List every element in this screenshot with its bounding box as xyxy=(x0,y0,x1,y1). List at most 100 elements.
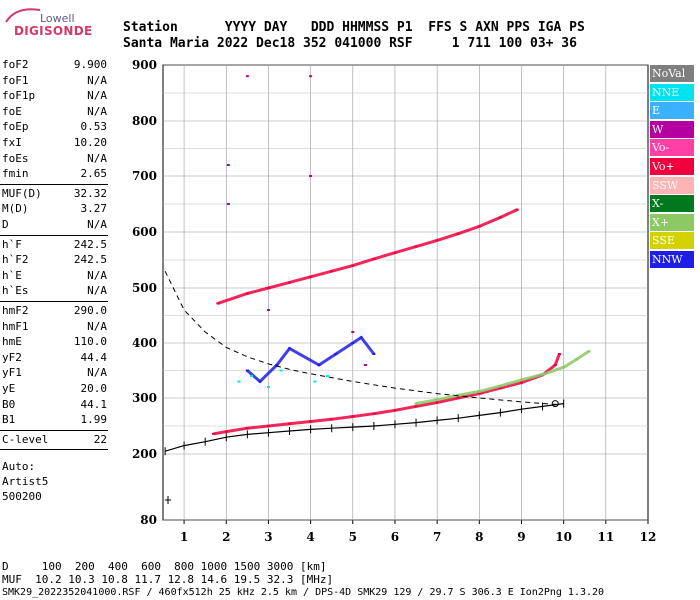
x-tick-label: 5 xyxy=(349,530,357,544)
param-value: N/A xyxy=(87,104,107,118)
logo-digisonde-text: DIGISONDE xyxy=(14,24,93,38)
y-tick-label: 80 xyxy=(140,513,157,527)
footer-muf-row: MUF 10.2 10.3 10.8 11.7 12.8 14.6 19.5 3… xyxy=(2,573,334,586)
data-point-vo- xyxy=(557,353,561,355)
param-value: 10.20 xyxy=(73,136,107,149)
data-point-nne xyxy=(325,375,329,377)
x-tick-label: 3 xyxy=(264,530,272,544)
param-label: yF1 xyxy=(2,366,22,380)
param-label: yE xyxy=(2,382,16,395)
data-point-w xyxy=(309,175,313,177)
param-label: h`F2 xyxy=(2,253,29,267)
header-line-2: Santa Maria 2022 Dec18 352 041000 RSF 1 … xyxy=(123,36,577,51)
param-label: MUF(D) xyxy=(2,186,42,200)
footer-distance-row: D 100 200 400 600 800 1000 1500 3000 [km… xyxy=(2,560,327,573)
digisonde-logo-swoosh xyxy=(5,8,41,23)
x-tick-label: 10 xyxy=(555,530,572,544)
param-value: 110.0 xyxy=(73,335,107,349)
param-label: D xyxy=(2,218,9,231)
param-label: foF1p xyxy=(2,89,36,103)
legend-item-vo-: Vo+ xyxy=(650,158,694,175)
y-tick-label: 400 xyxy=(132,336,157,350)
param-value: 2.65 xyxy=(80,167,108,181)
echo-trace xyxy=(213,353,561,436)
param-label: M(D) xyxy=(2,202,29,216)
legend-item-w: W xyxy=(650,120,694,138)
data-point-nne xyxy=(279,369,283,372)
param-value: N/A xyxy=(87,319,107,333)
param-value: N/A xyxy=(87,218,107,231)
header-line-1: Station YYYY DAY DDD HHMMSS P1 FFS S AXN… xyxy=(123,20,585,35)
plot-frame xyxy=(162,64,649,521)
data-point-w xyxy=(245,75,249,78)
param-label: B0 xyxy=(2,397,16,411)
data-point-nne xyxy=(237,380,241,383)
param-label: C-level xyxy=(2,432,49,446)
data-point-w xyxy=(351,331,355,333)
param-value: 3.27 xyxy=(80,202,108,216)
param-value: 290.0 xyxy=(73,304,107,317)
data-point-w xyxy=(309,75,313,78)
param-label: foF2 xyxy=(2,58,29,71)
x-tick-label: 4 xyxy=(306,530,314,544)
param-label: h`F xyxy=(2,237,22,251)
param-label: foF1 xyxy=(2,73,29,87)
data-point-w xyxy=(226,203,230,205)
autoscale-line3: 500200 xyxy=(2,490,42,504)
autoscale-line2: Artist5 xyxy=(2,475,49,489)
legend-item-ssw: SSW xyxy=(650,176,694,194)
legend-item-nnw: NNW xyxy=(650,251,694,268)
autoscale-line1: Auto: xyxy=(2,460,36,474)
x-tick-label: 1 xyxy=(180,530,188,544)
param-value: 32.32 xyxy=(73,186,107,200)
param-label: B1 xyxy=(2,413,16,427)
param-label: yF2 xyxy=(2,350,22,364)
param-value: 0.53 xyxy=(80,120,108,134)
panel-divider xyxy=(0,449,108,451)
y-tick-label: 800 xyxy=(132,114,157,128)
y-tick-label: 900 xyxy=(132,58,157,72)
x-tick-label: 2 xyxy=(222,530,230,544)
param-value: 242.5 xyxy=(73,253,107,267)
y-tick-label: 500 xyxy=(132,281,157,295)
param-value: N/A xyxy=(87,268,107,282)
y-tick-label: 300 xyxy=(132,391,157,405)
param-value: N/A xyxy=(87,284,107,298)
electron-density-profile xyxy=(164,270,560,406)
panel-divider xyxy=(0,183,108,185)
panel-divider xyxy=(0,429,108,431)
trace-end-marker xyxy=(551,400,559,408)
param-value: 44.4 xyxy=(80,350,108,364)
param-label: fmin xyxy=(2,167,29,181)
echo-trace xyxy=(415,350,590,406)
x-tick-label: 8 xyxy=(475,530,483,544)
x-tick-label: 12 xyxy=(640,530,657,544)
data-point-nne xyxy=(266,386,270,388)
legend-item-sse: SSE xyxy=(650,232,694,250)
param-label: foEp xyxy=(2,120,29,134)
y-tick-label: 200 xyxy=(132,447,157,461)
data-point-w xyxy=(226,164,230,166)
param-label: foEs xyxy=(2,151,29,165)
x-tick-label: 6 xyxy=(391,530,399,544)
x-tick-label: 9 xyxy=(517,530,525,544)
legend-item-noval: NoVal xyxy=(650,65,694,82)
data-point-w xyxy=(266,309,270,311)
panel-divider xyxy=(0,301,108,302)
legend-item-nne: NNE xyxy=(650,83,694,101)
param-label: h`Es xyxy=(2,284,29,298)
param-label: h`E xyxy=(2,268,22,282)
panel-divider xyxy=(0,234,108,236)
param-value: 22 xyxy=(93,432,107,446)
param-value: N/A xyxy=(87,73,107,87)
param-value: 9.900 xyxy=(73,58,107,71)
data-point-nne xyxy=(313,380,317,383)
data-point-nne xyxy=(250,375,254,377)
legend-item-vo-: Vo- xyxy=(650,139,694,157)
param-value: 1.99 xyxy=(80,413,108,427)
y-tick-label: 600 xyxy=(132,225,157,239)
x-tick-label: 7 xyxy=(433,530,441,544)
param-label: hmF1 xyxy=(2,319,29,333)
param-label: hmF2 xyxy=(2,304,29,317)
